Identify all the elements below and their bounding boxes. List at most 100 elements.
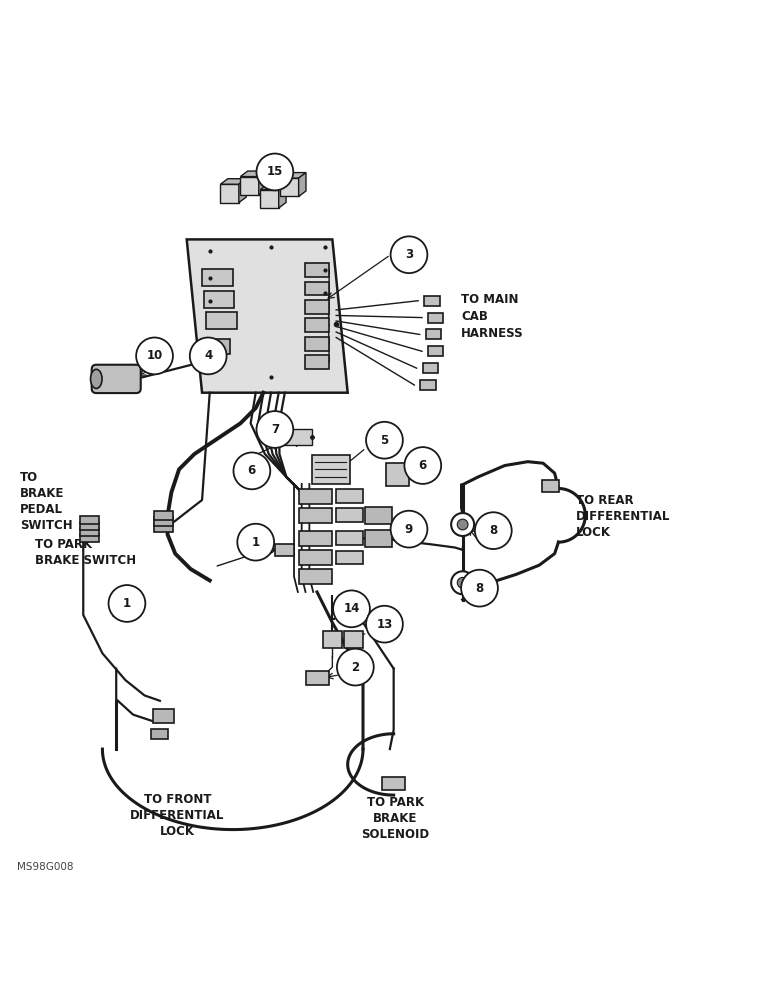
Text: 9: 9 <box>405 523 413 536</box>
Bar <box>305 318 330 332</box>
Bar <box>423 363 438 373</box>
Text: TO MAIN
CAB
HARNESS: TO MAIN CAB HARNESS <box>461 293 523 340</box>
Ellipse shape <box>90 369 102 388</box>
Circle shape <box>233 452 270 489</box>
Text: MS98G008: MS98G008 <box>16 862 73 872</box>
Circle shape <box>391 511 428 548</box>
Bar <box>300 569 332 584</box>
Bar <box>336 551 363 564</box>
Polygon shape <box>187 239 347 393</box>
Bar <box>80 528 99 536</box>
Text: TO PARK
BRAKE SWITCH: TO PARK BRAKE SWITCH <box>35 538 136 567</box>
Bar <box>306 671 329 685</box>
Text: 8: 8 <box>489 524 497 537</box>
Polygon shape <box>221 179 246 184</box>
Circle shape <box>475 512 512 549</box>
Text: 2: 2 <box>351 661 360 674</box>
Bar <box>260 190 279 208</box>
Text: 7: 7 <box>271 423 279 436</box>
Circle shape <box>366 606 403 643</box>
Bar <box>204 291 234 308</box>
Circle shape <box>337 649 374 685</box>
Bar <box>336 508 363 522</box>
Polygon shape <box>279 184 286 208</box>
Polygon shape <box>280 173 306 178</box>
Bar <box>154 511 173 520</box>
Bar <box>426 329 441 339</box>
Circle shape <box>457 519 468 530</box>
Bar <box>300 508 332 523</box>
Bar <box>312 455 350 484</box>
Bar <box>206 312 236 329</box>
Circle shape <box>461 570 498 607</box>
Bar <box>365 507 391 524</box>
Text: 14: 14 <box>344 602 360 615</box>
Text: 6: 6 <box>418 459 427 472</box>
Text: TO FRONT
DIFFERENTIAL
LOCK: TO FRONT DIFFERENTIAL LOCK <box>130 793 225 838</box>
Bar <box>300 550 332 565</box>
Bar <box>425 296 439 306</box>
Bar <box>323 631 342 648</box>
Circle shape <box>451 571 474 594</box>
Bar <box>154 517 173 526</box>
Bar <box>428 313 443 323</box>
Circle shape <box>451 513 474 536</box>
Circle shape <box>457 577 468 588</box>
Bar <box>300 489 332 504</box>
Circle shape <box>366 422 403 459</box>
Bar <box>382 777 405 790</box>
Text: TO REAR
DIFFERENTIAL
LOCK: TO REAR DIFFERENTIAL LOCK <box>576 494 670 539</box>
Polygon shape <box>239 179 246 203</box>
Bar <box>428 346 443 356</box>
Bar <box>305 263 330 277</box>
Bar <box>305 337 330 351</box>
Text: 15: 15 <box>266 165 283 178</box>
Polygon shape <box>260 184 286 190</box>
Text: 6: 6 <box>248 464 256 477</box>
Bar <box>300 531 332 546</box>
Bar <box>344 631 364 648</box>
Circle shape <box>256 154 293 190</box>
Bar <box>202 269 232 286</box>
Bar <box>240 177 259 195</box>
Bar <box>201 339 230 354</box>
Bar <box>221 184 239 203</box>
Text: TO
BRAKE
PEDAL
SWITCH: TO BRAKE PEDAL SWITCH <box>19 471 73 532</box>
Bar <box>154 523 173 532</box>
Polygon shape <box>259 171 266 195</box>
Text: 1: 1 <box>252 536 259 549</box>
Text: 5: 5 <box>381 434 388 447</box>
Circle shape <box>391 236 428 273</box>
Polygon shape <box>240 171 266 177</box>
Bar <box>280 178 299 196</box>
Polygon shape <box>386 463 417 486</box>
Bar <box>305 355 330 369</box>
Bar <box>284 429 312 445</box>
Circle shape <box>109 585 145 622</box>
Text: 13: 13 <box>376 618 393 631</box>
Bar <box>421 380 436 390</box>
Bar <box>151 729 168 739</box>
Circle shape <box>136 338 173 374</box>
Text: 10: 10 <box>147 349 163 362</box>
Bar <box>80 516 99 524</box>
Circle shape <box>256 411 293 448</box>
Text: 1: 1 <box>123 597 131 610</box>
Text: 3: 3 <box>405 248 413 261</box>
Bar <box>365 530 391 547</box>
Circle shape <box>333 590 370 627</box>
Bar <box>336 489 363 503</box>
Bar <box>305 300 330 314</box>
Circle shape <box>190 338 226 374</box>
Bar <box>80 534 99 542</box>
Bar <box>336 531 363 545</box>
Circle shape <box>405 447 441 484</box>
Text: 4: 4 <box>204 349 212 362</box>
Bar <box>276 544 294 556</box>
Text: TO PARK
BRAKE
SOLENOID: TO PARK BRAKE SOLENOID <box>361 796 429 841</box>
Polygon shape <box>299 173 306 196</box>
Bar <box>80 522 99 530</box>
Text: 8: 8 <box>476 582 483 595</box>
Circle shape <box>237 524 274 561</box>
Bar <box>543 480 559 492</box>
